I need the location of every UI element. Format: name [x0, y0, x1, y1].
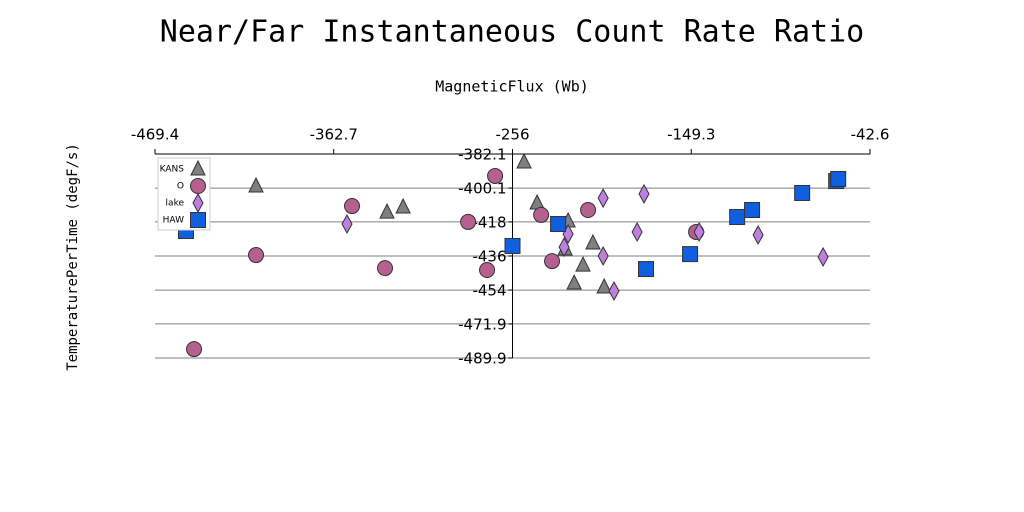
legend-label: KANS [160, 165, 185, 175]
triangle-marker [585, 233, 601, 250]
y-tick-label: -400.1 [458, 180, 506, 198]
x-tick-label: -362.7 [310, 126, 358, 144]
square-marker [744, 202, 761, 219]
circle-marker [533, 206, 550, 223]
y-axis-label: TemperaturePerTime (degF/s) [65, 143, 81, 371]
square-marker [794, 184, 811, 201]
circle-marker [544, 253, 561, 270]
legend-label: O [177, 182, 184, 192]
triangle-marker [190, 159, 206, 176]
triangle-marker [395, 197, 411, 214]
square-marker [830, 170, 847, 187]
circle-marker [460, 213, 477, 230]
circle-marker [580, 202, 597, 219]
square-marker [682, 246, 699, 263]
x-tick-label: -256 [495, 126, 529, 144]
circle-marker [377, 260, 394, 277]
y-tick-label: -489.9 [458, 350, 506, 368]
diamond-marker [638, 183, 650, 204]
circle-marker [190, 178, 206, 194]
legend-label: HAW [163, 216, 184, 226]
triangle-marker [379, 202, 395, 219]
triangle-marker [575, 255, 591, 272]
circle-marker [487, 167, 504, 184]
diamond-marker [752, 224, 764, 246]
diamond-marker [608, 280, 620, 302]
circle-marker [479, 262, 496, 279]
square-marker [504, 237, 521, 254]
x-tick-label: -42.6 [851, 126, 890, 144]
triangle-marker [596, 277, 612, 294]
diamond-marker [558, 237, 570, 258]
square-marker [638, 261, 655, 278]
circle-marker [186, 341, 203, 358]
x-tick-label: -149.3 [667, 126, 715, 144]
diamond-marker [817, 246, 829, 267]
triangle-marker [248, 176, 264, 193]
diamond-marker [693, 221, 705, 242]
x-tick-label: -469.4 [131, 126, 179, 144]
triangle-marker [566, 273, 582, 290]
x-axis-label: MagneticFlux (Wb) [435, 78, 589, 96]
diamond-marker [597, 188, 609, 209]
y-tick-label: -454 [472, 282, 506, 300]
diamond-marker [597, 245, 609, 267]
chart-title: Near/Far Instantaneous Count Rate Ratio [160, 15, 864, 50]
square-marker [550, 216, 567, 233]
triangle-marker [516, 152, 532, 169]
legend-label: lake [166, 199, 185, 209]
circle-marker [344, 198, 361, 215]
square-marker [729, 209, 746, 226]
diamond-marker [341, 213, 353, 235]
y-tick-label: -418 [472, 213, 506, 231]
diamond-marker [631, 221, 643, 242]
circle-marker [248, 247, 265, 264]
square-marker [190, 212, 206, 228]
y-tick-label: -436 [472, 248, 506, 266]
y-tick-label: -471.9 [458, 315, 506, 333]
